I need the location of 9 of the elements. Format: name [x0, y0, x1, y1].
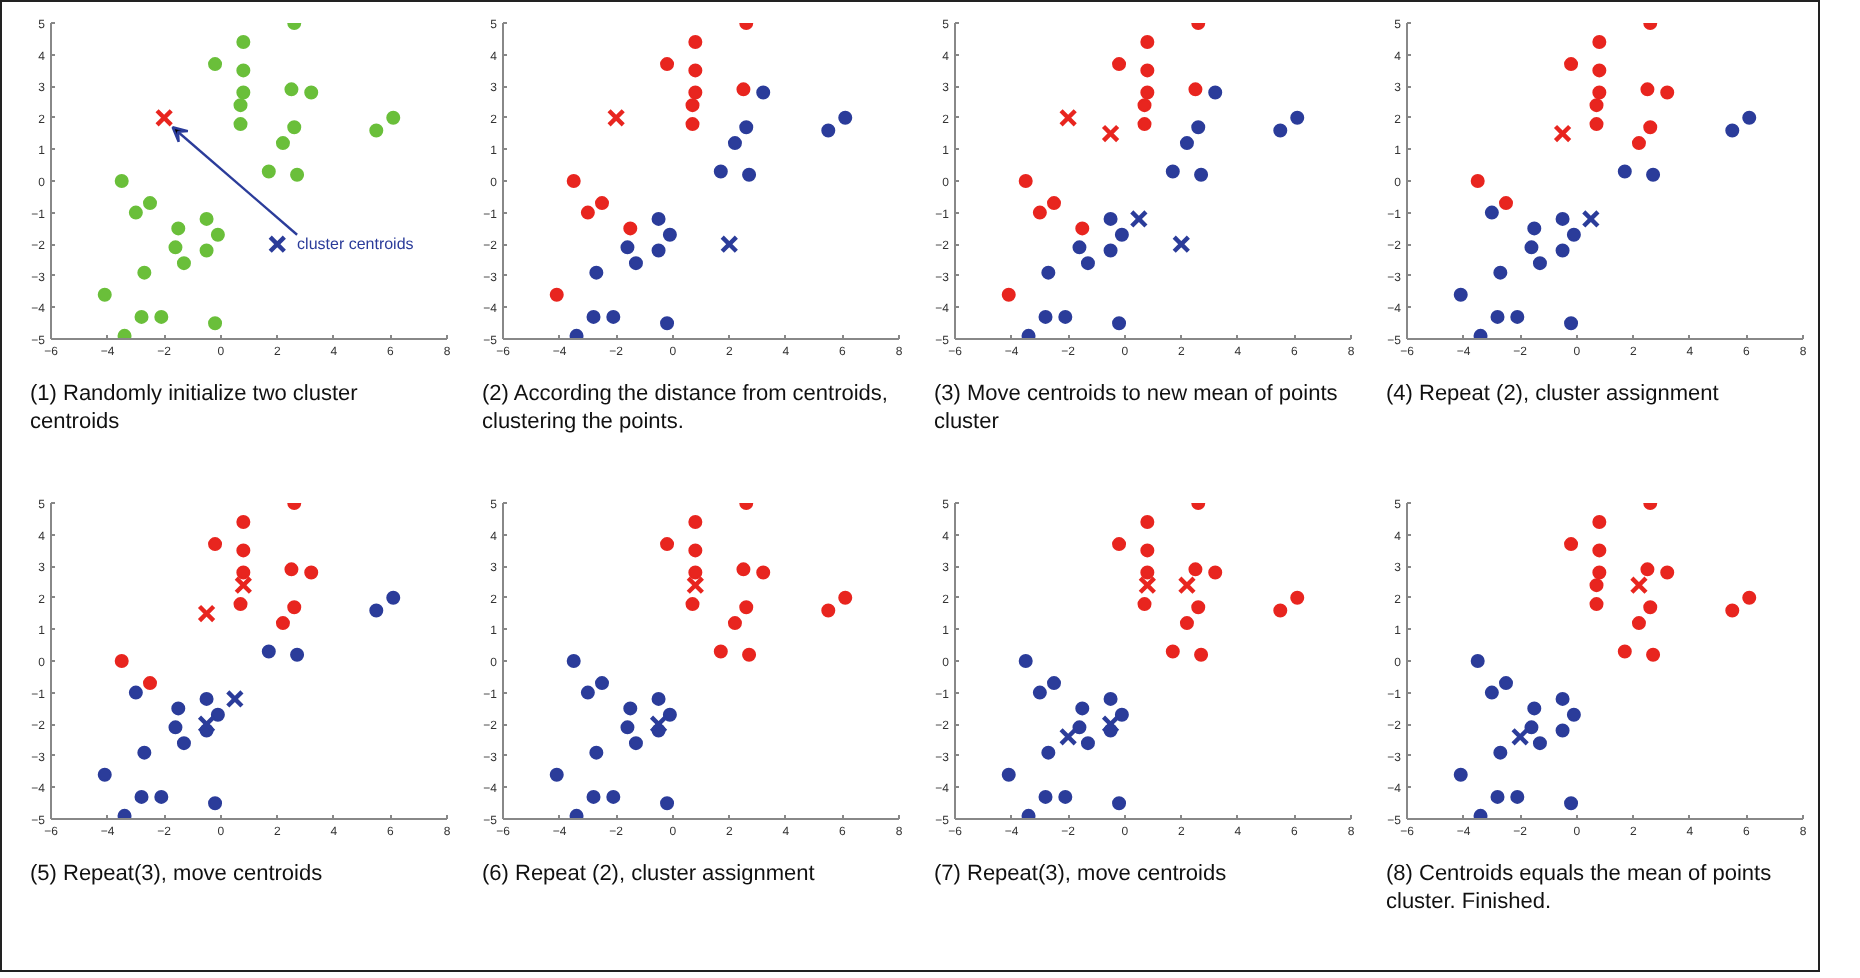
text: (1) Randomly initialize two cluster centroids	[30, 380, 360, 438]
text: (3) Move centroids to new mean of points cluster	[934, 380, 1340, 438]
text: (8) Centroids equals the mean of points cluster. Finished.	[1386, 860, 1774, 918]
text: (4) Repeat (2), cluster assignment	[1386, 380, 1719, 409]
annotation: cluster centroids	[297, 235, 414, 254]
text: (7) Repeat(3), move centroids	[934, 860, 1227, 889]
text: (2) According the distance from centroids, clustering the points.	[482, 380, 890, 438]
text: (6) Repeat (2), cluster assignment	[482, 860, 815, 889]
text: (5) Repeat(3), move centroids	[30, 860, 323, 889]
